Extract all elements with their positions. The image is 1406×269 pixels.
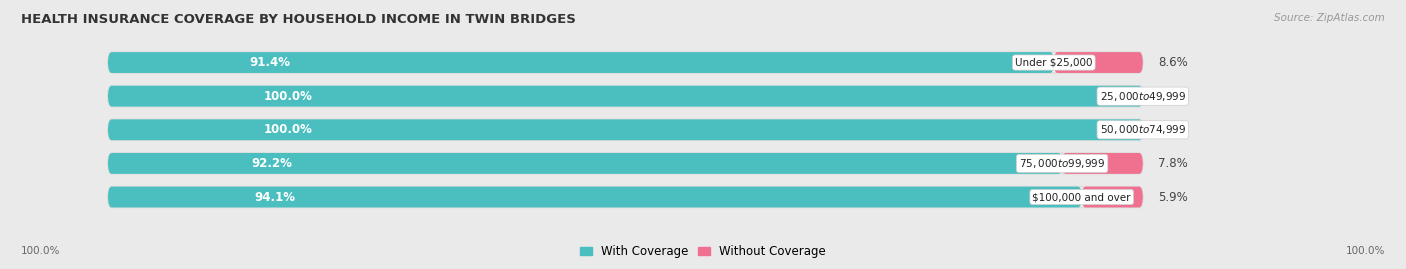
FancyBboxPatch shape — [108, 52, 1054, 73]
Text: 92.2%: 92.2% — [252, 157, 292, 170]
FancyBboxPatch shape — [108, 86, 1143, 107]
Text: 8.6%: 8.6% — [1159, 56, 1188, 69]
FancyBboxPatch shape — [1081, 187, 1143, 207]
FancyBboxPatch shape — [1062, 153, 1143, 174]
Text: $25,000 to $49,999: $25,000 to $49,999 — [1099, 90, 1185, 103]
Text: $75,000 to $99,999: $75,000 to $99,999 — [1019, 157, 1105, 170]
FancyBboxPatch shape — [108, 52, 1143, 73]
Text: Under $25,000: Under $25,000 — [1015, 58, 1092, 68]
FancyBboxPatch shape — [108, 86, 1143, 107]
Text: Source: ZipAtlas.com: Source: ZipAtlas.com — [1274, 13, 1385, 23]
Text: 94.1%: 94.1% — [254, 190, 295, 204]
FancyBboxPatch shape — [108, 153, 1143, 174]
FancyBboxPatch shape — [108, 187, 1143, 207]
Legend: With Coverage, Without Coverage: With Coverage, Without Coverage — [575, 241, 831, 263]
Text: 0.0%: 0.0% — [1159, 90, 1188, 103]
Text: 100.0%: 100.0% — [1346, 246, 1385, 256]
FancyBboxPatch shape — [1054, 52, 1143, 73]
FancyBboxPatch shape — [108, 153, 1062, 174]
FancyBboxPatch shape — [108, 187, 1081, 207]
Text: HEALTH INSURANCE COVERAGE BY HOUSEHOLD INCOME IN TWIN BRIDGES: HEALTH INSURANCE COVERAGE BY HOUSEHOLD I… — [21, 13, 576, 26]
Text: 0.0%: 0.0% — [1159, 123, 1188, 136]
Text: 100.0%: 100.0% — [263, 123, 312, 136]
Text: 91.4%: 91.4% — [250, 56, 291, 69]
Text: 100.0%: 100.0% — [21, 246, 60, 256]
Text: $100,000 and over: $100,000 and over — [1032, 192, 1130, 202]
FancyBboxPatch shape — [108, 119, 1143, 140]
FancyBboxPatch shape — [108, 119, 1143, 140]
Text: 5.9%: 5.9% — [1159, 190, 1188, 204]
Text: 100.0%: 100.0% — [263, 90, 312, 103]
Text: $50,000 to $74,999: $50,000 to $74,999 — [1099, 123, 1185, 136]
Text: 7.8%: 7.8% — [1159, 157, 1188, 170]
